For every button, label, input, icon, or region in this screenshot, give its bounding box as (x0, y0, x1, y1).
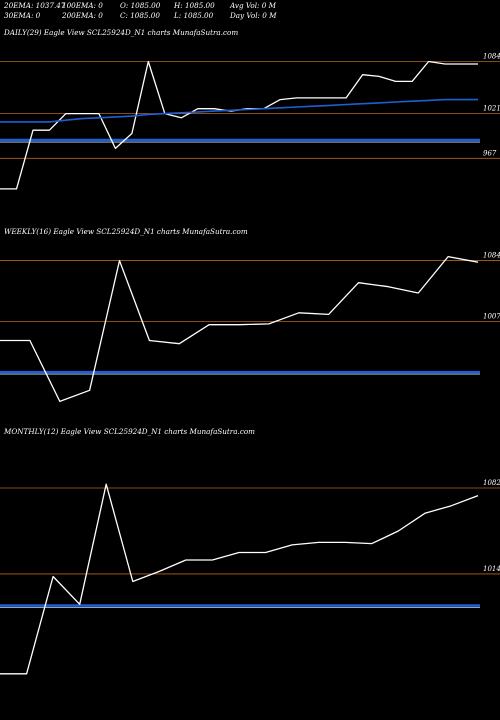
ema200-stat: 200EMA: 0 (62, 11, 103, 20)
day-vol-stat: Day Vol: 0 M (230, 11, 277, 20)
monthly-price-line (0, 483, 479, 675)
weekly-chart-title: WEEKLY(16) Eagle View SCL25924D_N1 chart… (4, 227, 248, 236)
weekly-price-line (0, 255, 479, 403)
monthly-level-label-0: 1082 (483, 479, 500, 487)
ema20-stat: 20EMA: 1037.47 (4, 1, 66, 10)
weekly-level-label-1: 1007 (483, 313, 500, 321)
daily-level-label-0: 1084 (483, 53, 500, 61)
ema30-stat: 30EMA: 0 (4, 11, 41, 20)
open-stat: O: 1085.00 (120, 1, 161, 10)
weekly-level-label-0: 1084 (483, 252, 500, 260)
ema100-stat: 100EMA: 0 (62, 1, 103, 10)
monthly-level-label-1: 1014 (483, 565, 500, 573)
daily-ema-line (0, 98, 478, 123)
monthly-chart-title: MONTHLY(12) Eagle View SCL25924D_N1 char… (4, 427, 255, 436)
low-stat: L: 1085.00 (174, 11, 214, 20)
daily-level-label-1: 1021 (483, 105, 500, 113)
close-stat: C: 1085.00 (120, 11, 160, 20)
high-stat: H: 1085.00 (174, 1, 215, 10)
daily-chart-title: DAILY(29) Eagle View SCL25924D_N1 charts… (4, 28, 239, 37)
daily-price-line (0, 60, 478, 190)
daily-level-label-2: 967 (483, 149, 497, 157)
stats-header: 20EMA: 1037.47 100EMA: 0 O: 1085.00 H: 1… (4, 1, 276, 100)
avg-vol-stat: Avg Vol: 0 M (230, 1, 276, 10)
